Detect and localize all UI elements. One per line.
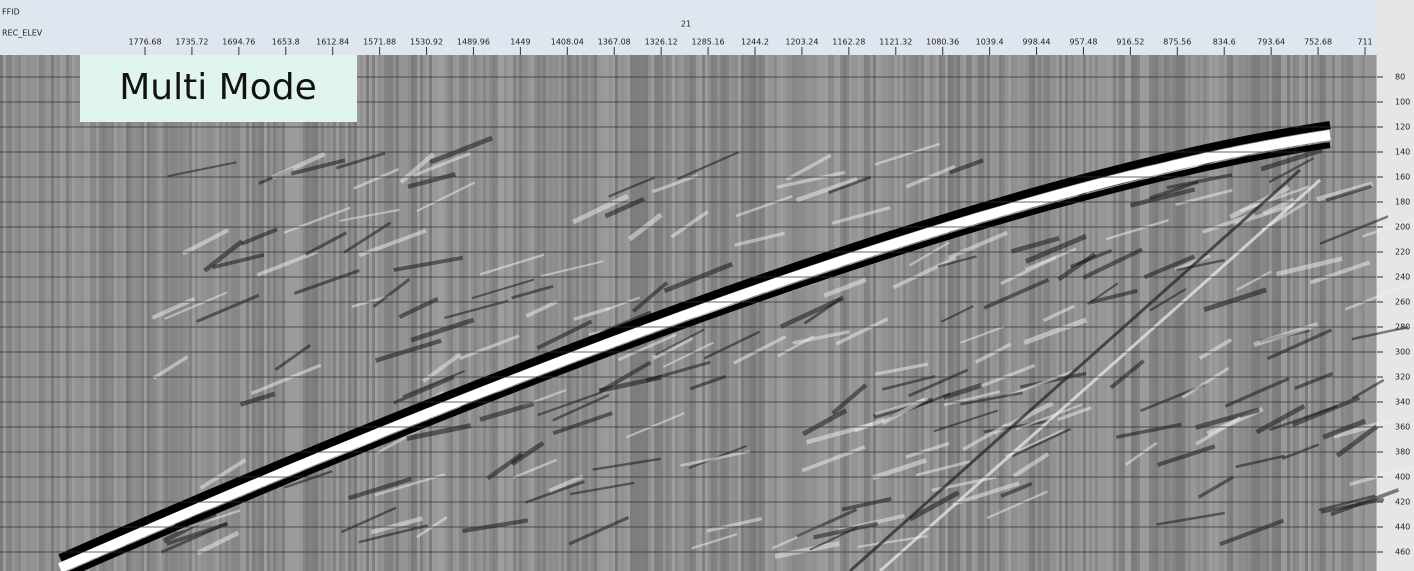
x-tick-label: 1489.96: [457, 38, 490, 47]
x-tick-label: 1449: [510, 38, 530, 47]
x-tick-label: 1653.8: [272, 38, 300, 47]
x-tick-label: 1162.28: [832, 38, 865, 47]
x-tick-label: 1408.04: [551, 38, 584, 47]
y-tick-label: 100: [1395, 98, 1410, 107]
x-tick-label: 875.56: [1163, 38, 1191, 47]
x-tick-label: 793.64: [1257, 38, 1285, 47]
y-tick-label: 320: [1395, 373, 1410, 382]
x-tick-label: 1367.08: [598, 38, 631, 47]
y-tick-label: 240: [1395, 273, 1410, 282]
y-tick-label: 220: [1395, 248, 1410, 257]
y-tick-label: 300: [1395, 348, 1410, 357]
x-tick-label: 1694.76: [222, 38, 255, 47]
y-tick-label: 280: [1395, 323, 1410, 332]
y-tick-label: 80: [1395, 73, 1405, 82]
x-tick-label: 998.44: [1023, 38, 1051, 47]
x-tick-label: 1285.16: [692, 38, 725, 47]
x-tick-label: 1326.12: [645, 38, 678, 47]
x-tick-label: 1039.4: [976, 38, 1004, 47]
x-tick-label: 916.52: [1116, 38, 1144, 47]
y-tick-label: 340: [1395, 398, 1410, 407]
x-tick-label: 1571.88: [363, 38, 396, 47]
y-tick-label: 420: [1395, 498, 1410, 507]
x-tick-label: 1244.2: [741, 38, 769, 47]
y-tick-label: 120: [1395, 123, 1410, 132]
y-tick-label: 140: [1395, 148, 1410, 157]
y-tick-label: 180: [1395, 198, 1410, 207]
y-tick-label: 440: [1395, 523, 1410, 532]
rec-elev-label: REC_ELEV: [2, 29, 43, 38]
x-tick-label: 1080.36: [926, 38, 959, 47]
x-tick-label: 1612.84: [316, 38, 349, 47]
x-tick-label: 1530.92: [410, 38, 443, 47]
mode-label: Multi Mode: [119, 67, 317, 108]
y-tick-label: 360: [1395, 423, 1410, 432]
y-tick-label: 160: [1395, 173, 1410, 182]
screen: FFID REC_ELEV 21 Multi Mode 80 100 120 140 1…: [0, 0, 1414, 571]
x-tick-label: 1121.32: [879, 38, 912, 47]
y-tick-label: 460: [1395, 548, 1410, 557]
x-tick-label: 1203.24: [785, 38, 818, 47]
shot-number: 21: [681, 20, 691, 29]
y-tick-label: 400: [1395, 473, 1410, 482]
x-tick-label: 957.48: [1069, 38, 1097, 47]
x-tick-label: 1735.72: [175, 38, 208, 47]
x-tick-label: 1776.68: [128, 38, 161, 47]
ffid-label: FFID: [2, 8, 20, 17]
x-tick-label: 711: [1357, 38, 1372, 47]
x-tick-label: 752.68: [1304, 38, 1332, 47]
y-tick-label: 200: [1395, 223, 1410, 232]
y-tick-label: 260: [1395, 298, 1410, 307]
x-tick-label: 834.6: [1213, 38, 1236, 47]
y-tick-label: 380: [1395, 448, 1410, 457]
page: {"header": {"ffid": "FFID", "rec_elev": …: [0, 0, 1414, 571]
